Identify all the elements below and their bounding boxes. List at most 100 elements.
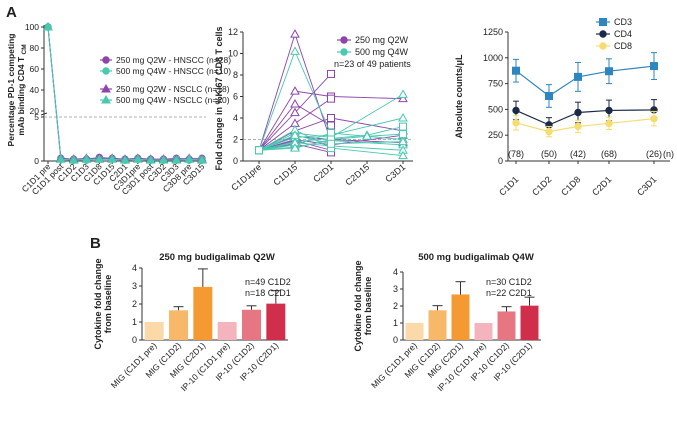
data-point [68,155,79,164]
bar [144,322,164,340]
chart-note: n=18 C2D1 [245,288,291,298]
data-point [255,146,263,155]
bar [266,303,286,340]
y-tick-label: 80 [30,43,40,53]
y-tick-label: 2 [393,301,398,311]
chart-note: n=23 of 49 patients [334,59,411,69]
y-axis-label: Absolute counts/μL [454,54,464,139]
bar [217,322,237,340]
bar [193,286,213,340]
data-point [327,69,335,78]
axis-break [40,112,48,116]
data-point [132,154,143,163]
legend-marker [101,94,111,104]
series-line [258,135,404,151]
bar [520,305,539,340]
y-axis-label: Cytokine fold changefrom baseline [93,258,113,349]
bar [405,323,424,340]
data-point [81,154,92,163]
y-tick-label: 750 [488,79,503,89]
chart-cytokine-250mg: 250 mg budigalimab Q2W 0 1 2 3 4 Cytokine fold… [93,252,291,393]
chart-note: n=22 C2D1 [486,288,532,298]
n-label: (50) [541,149,557,159]
legend-label: 500 mg Q4W - NSCLC (n=20) [116,95,230,105]
y-tick-label: 1 [132,317,137,327]
chart-note: n=30 C1D2 [486,277,532,287]
y-tick-label: 10 [228,49,238,59]
chart-cytokine-500mg: 500 mg budigalimab Q4W 0 1 2 3 4 Cytokine fold… [353,252,541,393]
data-point [650,114,658,123]
chart-title: 250 mg budigalimab Q2W [159,252,275,263]
data-point [605,119,613,128]
y-tick-label: 60 [30,64,40,74]
data-point [197,155,207,164]
legend-marker [101,83,111,93]
data-point [399,122,407,131]
y-tick-label: 1250 [483,27,503,37]
data-point [290,29,300,38]
bar [497,311,516,340]
y-tick-label: 250 [488,130,503,140]
data-point [512,106,520,115]
data-point [545,91,553,100]
y-tick-label: 6 [233,92,238,102]
series-line [258,134,404,151]
n-label: (26) [646,149,662,159]
data-point [399,130,407,139]
data-point [398,112,408,122]
y-tick-label: 4 [233,113,238,123]
data-point [290,143,300,152]
series-line [258,117,404,151]
legend-label: 250 mg Q2W - HNSCC (n=28) [116,55,231,65]
panel-label-a: A [6,4,17,21]
x-tick-label: C2D1 [311,162,335,184]
y-tick-label: 0 [233,156,238,166]
y-tick-label: 0 [393,335,398,345]
chart-note: n=49 C1D2 [245,277,291,287]
legend-label: 250 mg Q2W - NSCLC (n=18) [116,84,230,94]
legend-label: CD4 [614,29,632,39]
y-tick-label: 1000 [483,53,503,63]
y-axis-label: Fold change in %Ki67 CD8 T cells [214,26,224,170]
legend-marker [340,48,348,56]
x-tick-label: C2D15 [343,162,371,188]
y-tick-label: 12 [228,27,238,37]
series-line [258,142,404,151]
data-point [545,127,553,136]
y-tick-label: 40 [30,85,40,95]
data-point [574,122,582,131]
series-line [258,134,404,151]
x-tick-label: C1D1 [497,174,520,197]
data-point [55,154,66,163]
data-point [171,155,182,164]
legend-marker [102,67,110,75]
chart-ki67-fold-change: 0 2 4 6 8 10 12 C1D1pre C1D15 C2D1 C2D15 C3D1 Fold c… [214,26,413,193]
y-tick-label: 3 [132,281,137,291]
data-point [605,67,613,76]
bar [428,310,447,340]
y-tick-label: 0 [34,156,39,166]
series-line [515,109,655,126]
data-point [290,46,300,55]
y-tick-label: 500 [488,104,503,114]
x-tick-label: C3D1 [635,174,658,197]
x-tick-label: C1D1pre [229,162,263,193]
y-tick-label: 2 [233,135,238,145]
series-line [258,93,404,151]
legend-label: 500 mg Q4W - HNSCC (n=10) [116,66,231,76]
n-label: (78) [508,149,524,159]
chart-title: 500 mg budigalimab Q4W [418,252,534,263]
y-tick-label: 4 [393,267,398,277]
n-suffix: (n) [663,149,674,159]
bar [242,309,261,340]
bar [169,310,188,340]
bar [451,294,470,340]
y-tick-label: 0 [498,156,503,166]
n-label: (42) [570,149,586,159]
data-point [398,89,408,98]
legend-marker [102,56,110,64]
series-line [515,118,655,133]
data-point [512,66,520,75]
panel-label-b: B [90,235,101,252]
